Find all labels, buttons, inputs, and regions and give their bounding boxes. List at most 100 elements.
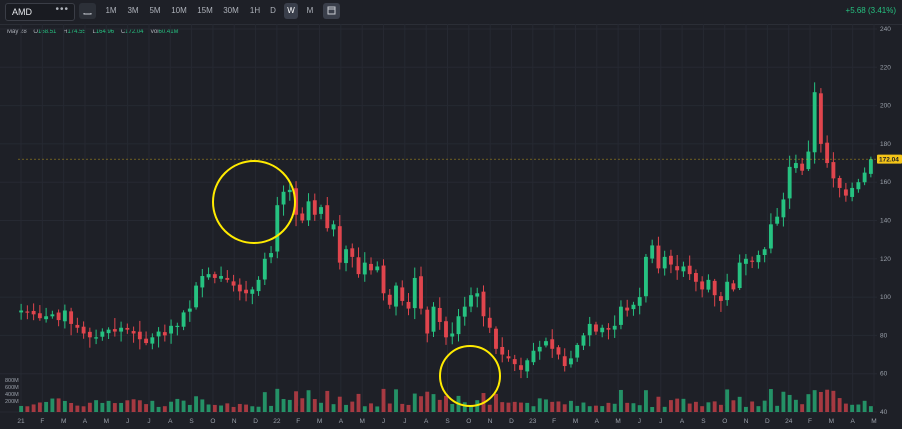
volume-bar bbox=[287, 399, 292, 412]
volume-bar bbox=[693, 401, 698, 412]
chart-type-button[interactable] bbox=[79, 3, 96, 19]
candle-body bbox=[556, 347, 561, 355]
volume-bar bbox=[675, 398, 680, 412]
volume-bar bbox=[269, 405, 273, 412]
volume-bar bbox=[212, 404, 217, 412]
volume-bar bbox=[700, 406, 705, 412]
date-tick-label: J bbox=[403, 418, 406, 425]
candle-body bbox=[843, 189, 848, 196]
candle-body bbox=[743, 258, 748, 264]
volume-bar bbox=[668, 400, 673, 412]
candle-body bbox=[437, 307, 442, 322]
candle-body bbox=[469, 295, 473, 307]
volume-bar bbox=[150, 400, 155, 412]
volume-bar bbox=[362, 406, 367, 412]
volume-bar bbox=[469, 406, 473, 412]
candle-body bbox=[512, 359, 517, 365]
date-tick-label: 24 bbox=[785, 418, 793, 425]
timeframe-1h[interactable]: 1H bbox=[249, 6, 261, 15]
candle-body bbox=[650, 245, 655, 259]
candle-body bbox=[412, 277, 417, 309]
candle-body bbox=[212, 274, 217, 278]
candle-body bbox=[362, 262, 367, 275]
volume-bar bbox=[600, 406, 605, 412]
volume-bar bbox=[743, 406, 748, 412]
date-tick-label: O bbox=[466, 418, 471, 425]
candle-body bbox=[394, 285, 398, 307]
calendar-icon bbox=[327, 6, 336, 15]
candle-body bbox=[256, 279, 261, 292]
candlestick-chart[interactable]: 240 220 200 180 160 140 120 100 80 60 40 21 F M A M J J A S… bbox=[0, 24, 902, 429]
candle-body bbox=[381, 265, 386, 294]
candle-body bbox=[862, 172, 867, 183]
timeframe-30m[interactable]: 30M bbox=[223, 6, 239, 15]
candle-body bbox=[675, 266, 680, 271]
candle-body bbox=[425, 309, 430, 334]
date-tick-label: M bbox=[615, 418, 620, 425]
candle-body bbox=[544, 341, 548, 346]
date-tick-label: J bbox=[382, 418, 385, 425]
candle-body bbox=[619, 306, 623, 325]
volume-bar bbox=[450, 403, 455, 412]
candle-body bbox=[812, 92, 817, 153]
volume-bar bbox=[537, 398, 542, 412]
date-tick-label: D bbox=[253, 418, 258, 425]
more-options-icon[interactable]: ••• bbox=[55, 4, 69, 15]
timeframe-10m[interactable]: 10M bbox=[171, 6, 187, 15]
timeframe-d[interactable]: D bbox=[270, 6, 276, 15]
date-tick-label: M bbox=[573, 418, 578, 425]
date-tick-label: N bbox=[488, 418, 493, 425]
volume-bar bbox=[50, 398, 55, 412]
candle-body bbox=[356, 257, 361, 275]
volume-bar bbox=[575, 405, 580, 412]
candle-body bbox=[31, 310, 36, 315]
calendar-button[interactable] bbox=[323, 3, 340, 19]
price-tick-label: 40 bbox=[880, 409, 888, 416]
candle-body bbox=[631, 304, 636, 310]
date-tick-label: S bbox=[189, 418, 194, 425]
volume-bar bbox=[75, 405, 80, 412]
timeframe-3m[interactable]: 3M bbox=[127, 6, 139, 15]
volume-bar bbox=[262, 392, 267, 412]
volume-bar bbox=[406, 404, 411, 412]
timeframe-w[interactable]: W bbox=[284, 3, 298, 19]
timeframe-15m[interactable]: 15M bbox=[197, 6, 213, 15]
timeframe-m[interactable]: M bbox=[306, 6, 314, 15]
date-tick-label: A bbox=[680, 418, 685, 425]
candle-body bbox=[462, 306, 467, 317]
volume-bar bbox=[519, 402, 523, 412]
volume-bar bbox=[718, 404, 723, 412]
volume-bar bbox=[581, 402, 586, 412]
volume-bar bbox=[868, 406, 873, 412]
volume-bar bbox=[419, 396, 423, 412]
candle-body bbox=[62, 310, 67, 322]
candle-body bbox=[750, 260, 755, 262]
volume-bar bbox=[200, 399, 205, 412]
candle-body bbox=[187, 308, 192, 312]
price-tick-label: 180 bbox=[880, 141, 891, 148]
date-tick-label: O bbox=[722, 418, 727, 425]
date-tick-label: J bbox=[147, 418, 150, 425]
candle-body bbox=[537, 346, 542, 352]
volume-bar bbox=[87, 402, 92, 412]
volume-bar bbox=[412, 393, 417, 412]
candle-body bbox=[312, 200, 317, 215]
candle-body bbox=[762, 249, 767, 255]
volume-bar bbox=[725, 389, 730, 412]
volume-bar bbox=[431, 394, 436, 412]
timeframe-1m[interactable]: 1M bbox=[105, 6, 117, 15]
date-tick-label: A bbox=[83, 418, 88, 425]
date-tick-label: S bbox=[701, 418, 706, 425]
date-tick-label: M bbox=[317, 418, 322, 425]
symbol-selector[interactable]: AMD ••• bbox=[5, 3, 75, 21]
volume-bar bbox=[194, 396, 199, 412]
volume-bar bbox=[394, 389, 398, 412]
candle-body bbox=[369, 263, 373, 271]
high-value: 174.55 bbox=[67, 29, 86, 35]
candle-body bbox=[600, 327, 605, 333]
candle-body bbox=[106, 329, 111, 334]
timeframe-5m[interactable]: 5M bbox=[149, 6, 161, 15]
date-tick-label: M bbox=[61, 418, 66, 425]
date-tick-label: M bbox=[871, 418, 876, 425]
volume-bar bbox=[62, 400, 67, 412]
